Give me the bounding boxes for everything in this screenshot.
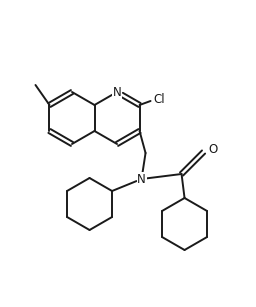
Text: N: N [137, 173, 146, 185]
Text: Cl: Cl [154, 92, 165, 106]
Text: O: O [209, 142, 218, 156]
Text: N: N [113, 86, 121, 99]
